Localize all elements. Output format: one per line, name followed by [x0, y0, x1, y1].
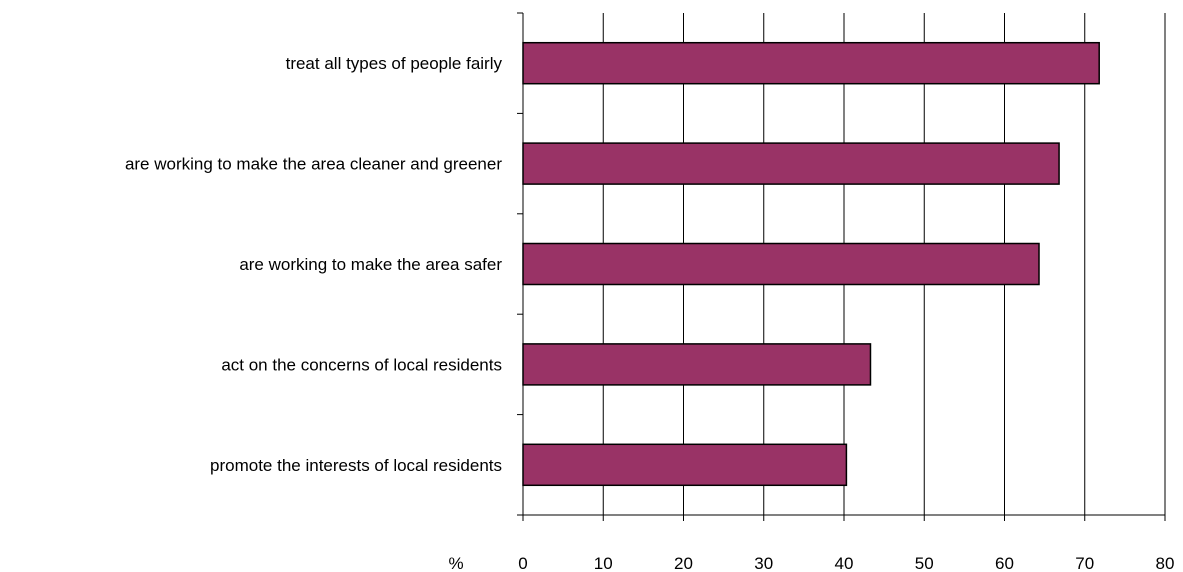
x-tick-label: 20 [674, 554, 693, 572]
bar [522, 142, 1060, 185]
bar [522, 443, 848, 487]
x-tick-label: 80 [1156, 554, 1175, 572]
category-labels: treat all types of people fairly are work… [125, 54, 503, 475]
bars [522, 41, 1100, 487]
x-tick-label: 0 [518, 554, 527, 572]
x-tick-label: 40 [835, 554, 854, 572]
x-tick-label: 10 [594, 554, 613, 572]
x-tick-label: 70 [1075, 554, 1094, 572]
x-tick-labels: 0 10 20 30 40 50 60 70 80 [518, 554, 1174, 572]
category-label: act on the concerns of local residents [221, 355, 502, 374]
x-tick-label: 50 [915, 554, 934, 572]
bar [522, 41, 1100, 85]
category-label: promote the interests of local residents [210, 456, 502, 475]
bar [522, 343, 872, 386]
category-label: are working to make the area cleaner and… [125, 155, 502, 174]
bar [522, 242, 1040, 286]
category-label: are working to make the area safer [239, 255, 502, 274]
x-tick-label: 30 [754, 554, 773, 572]
axes [517, 12, 1166, 521]
category-label: treat all types of people fairly [286, 54, 503, 73]
x-axis-unit-label: % [448, 554, 463, 572]
x-tick-label: 60 [995, 554, 1014, 572]
